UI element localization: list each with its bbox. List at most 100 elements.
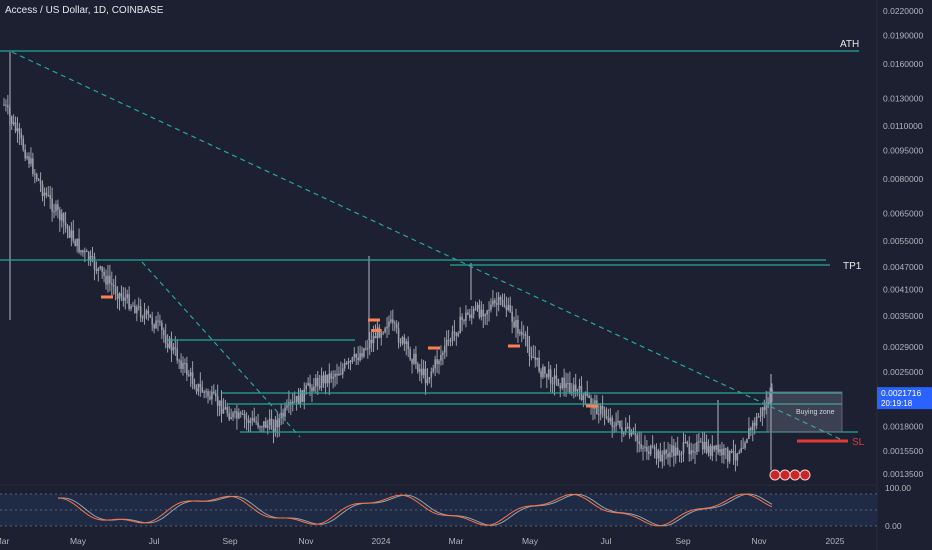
candle-body — [313, 386, 315, 392]
candle-body — [132, 305, 134, 307]
candle-body — [438, 360, 440, 365]
candle-body — [509, 304, 512, 312]
candle-body — [761, 407, 764, 416]
candle-body — [451, 331, 454, 341]
candle-body — [153, 324, 155, 329]
candle-body — [216, 396, 219, 406]
candle-body — [272, 428, 275, 433]
candle-body — [207, 391, 209, 397]
candle-body — [30, 158, 32, 164]
candle-body — [145, 310, 148, 314]
candle-body — [365, 348, 367, 350]
candle-body — [315, 377, 317, 387]
candle-body — [87, 251, 90, 261]
candle-body — [176, 348, 179, 361]
candle-body — [399, 342, 402, 344]
candle-body — [203, 391, 205, 393]
candle-body — [324, 374, 327, 384]
candle-body — [97, 268, 100, 271]
candle-body — [415, 353, 417, 364]
candle-body — [648, 451, 650, 454]
candle-body — [719, 449, 721, 453]
candle-body — [286, 405, 288, 408]
candle-body — [70, 230, 73, 238]
candle-body — [187, 374, 190, 376]
candle-body — [107, 275, 109, 285]
candle-body — [417, 363, 419, 372]
candle-body — [251, 418, 254, 421]
candle-body — [110, 283, 113, 285]
time-tick-label: Mar — [449, 536, 464, 546]
candle-body — [707, 446, 710, 453]
candle-body — [39, 180, 42, 185]
candle-body — [626, 426, 629, 428]
candle-body — [382, 332, 384, 334]
candle-body — [426, 379, 429, 384]
candle-body — [264, 421, 267, 428]
candle-body — [663, 450, 666, 455]
candle-body — [644, 446, 646, 448]
candle-body — [24, 149, 26, 159]
candle-body — [374, 336, 377, 339]
candle-body — [91, 255, 94, 257]
buying-zone-box — [766, 391, 843, 433]
candle-body — [721, 449, 723, 456]
candle-body — [338, 373, 340, 376]
candle-body — [478, 304, 481, 318]
candle-body — [499, 297, 502, 300]
candle-body — [301, 390, 304, 402]
candle-body — [214, 393, 217, 397]
candle-body — [384, 328, 386, 333]
candle-body — [328, 373, 331, 384]
candle-body — [646, 446, 648, 452]
candle-body — [440, 354, 442, 361]
candle-body — [655, 449, 658, 459]
time-tick-label: Jul — [149, 536, 160, 546]
candle-body — [351, 357, 354, 363]
candle-body — [159, 321, 161, 323]
candle-body — [723, 448, 725, 456]
candle-body — [332, 376, 334, 379]
candle-body — [513, 321, 515, 328]
current-price-label: 0.0021716 — [881, 388, 921, 398]
candle-body — [151, 317, 154, 325]
candle-body — [241, 413, 244, 415]
candle-body — [536, 357, 538, 360]
candle-body — [611, 417, 614, 427]
candle-body — [559, 385, 562, 389]
candle-body — [199, 384, 202, 388]
candle-body — [170, 338, 173, 351]
candle-body — [763, 407, 766, 411]
candle-body — [193, 383, 196, 389]
candle-body — [291, 401, 294, 404]
candle-body — [62, 213, 65, 223]
candle-body — [263, 421, 265, 428]
candle-body — [563, 377, 565, 388]
candle-body — [3, 104, 5, 106]
candle-body — [715, 445, 717, 450]
candle-body — [166, 343, 169, 348]
candle-body — [470, 314, 473, 318]
price-tick-label: 0.0065000 — [883, 208, 923, 218]
candle-body — [457, 333, 460, 336]
candle-body — [126, 294, 128, 299]
candle-body — [449, 340, 452, 342]
price-tick-label: 0.0018000 — [883, 421, 923, 431]
candle-body — [667, 453, 669, 458]
candle-body — [486, 310, 488, 315]
candle-body — [574, 384, 577, 392]
candle-body — [621, 427, 623, 434]
candle-body — [116, 293, 119, 299]
candle-body — [309, 383, 311, 388]
time-tick-label: Nov — [751, 536, 767, 546]
candle-body — [742, 447, 744, 449]
candle-body — [128, 294, 130, 309]
candle-body — [490, 304, 492, 310]
candle-body — [101, 266, 103, 272]
candle-body — [488, 309, 490, 311]
candle-body — [586, 392, 589, 396]
candle-body — [201, 387, 204, 393]
candle-body — [37, 179, 40, 181]
candle-body — [266, 425, 269, 428]
